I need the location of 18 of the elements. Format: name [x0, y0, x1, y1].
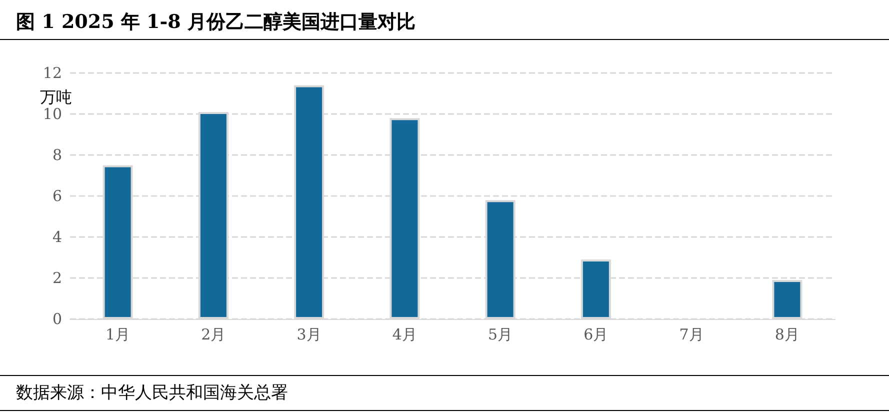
x-tick-label: 2月	[201, 326, 226, 344]
source-note: 数据来源：中华人民共和国海关总署	[0, 375, 889, 411]
y-tick-label: 0	[52, 310, 62, 328]
y-axis-title: 万吨	[40, 88, 72, 106]
y-tick-label: 6	[52, 187, 62, 205]
x-tick-label: 6月	[584, 326, 608, 344]
chart-title: 图 1 2025 年 1-8 月份乙二醇美国进口量对比	[0, 0, 889, 40]
x-tick-label: 7月	[679, 326, 704, 344]
y-tick-label: 4	[52, 228, 62, 246]
x-tick-label: 3月	[296, 326, 322, 344]
y-tick-label: 2	[52, 269, 62, 287]
x-tick-label: 5月	[488, 326, 513, 344]
x-tick-label: 1月	[106, 326, 130, 344]
y-tick-label: 12	[42, 64, 62, 82]
y-tick-label: 8	[52, 146, 62, 164]
x-tick-label: 8月	[774, 326, 800, 344]
x-tick-label: 4月	[392, 326, 417, 344]
y-tick-label: 10	[42, 105, 62, 123]
